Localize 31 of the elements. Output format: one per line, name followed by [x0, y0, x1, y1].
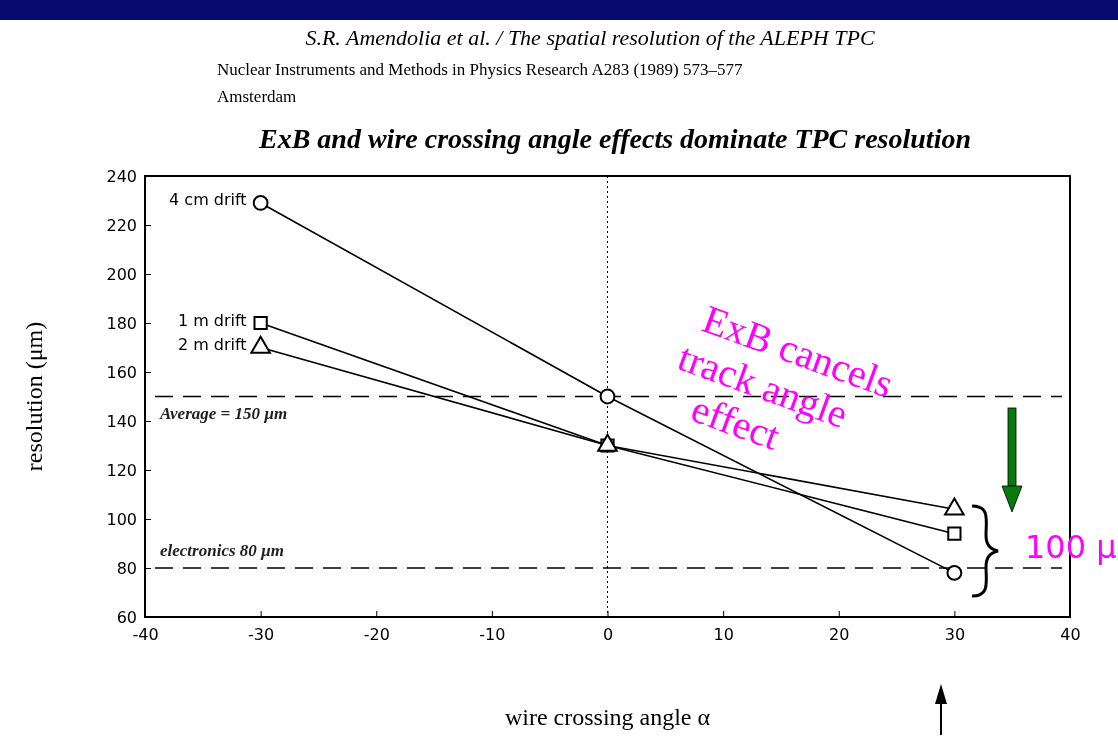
y-tick-label: 100	[106, 509, 137, 529]
text: Amsterdam	[217, 87, 297, 106]
y-tick-label: 200	[106, 264, 137, 284]
chart-title: ExB and wire crossing angle effects dominate TPC resolution	[258, 123, 971, 154]
y-tick-label: 60	[116, 607, 137, 627]
x-tick-label: -10	[479, 625, 506, 645]
y-tick-label: 80	[116, 558, 137, 578]
series-label: 2 m drift	[177, 335, 247, 354]
series-label: 4 cm drift	[169, 190, 247, 210]
x-tick-label: -30	[248, 625, 275, 645]
y-tick-label: 220	[106, 215, 137, 235]
x-tick-label: 10	[713, 625, 734, 645]
chart-subtitle: S.R. Amendolia et al. / The spatial resolution of the ALEPH TPC	[305, 25, 875, 50]
x-tick-label: 40	[1060, 625, 1081, 645]
y-tick-label: 160	[106, 362, 137, 382]
x-tick-label: -20	[363, 625, 390, 645]
x-tick-label: 0	[602, 625, 614, 645]
x-tick-label: 30	[944, 625, 966, 645]
annotation: ExB cancels track angle effect	[672, 296, 900, 459]
y-tick-label: 180	[106, 313, 137, 333]
text: Nuclear Instruments and Methods in Physics Research A283 (1989) 573–577	[217, 60, 743, 79]
x-tick-label: -40	[132, 625, 159, 645]
x-tick-label: 20	[829, 625, 850, 645]
series-label: 1 m drift	[177, 310, 247, 330]
y-tick-label: 140	[106, 411, 137, 431]
ref-line-label: Average = 150 µm	[159, 403, 288, 423]
x-axis-title: wire crossing angle α	[504, 704, 711, 730]
y-tick-label: 240	[106, 166, 137, 186]
y-tick-label: 120	[106, 460, 137, 480]
y-axis-title: resolution (μm)	[21, 321, 47, 472]
ref-line-label: electronics 80 µm	[160, 541, 285, 560]
